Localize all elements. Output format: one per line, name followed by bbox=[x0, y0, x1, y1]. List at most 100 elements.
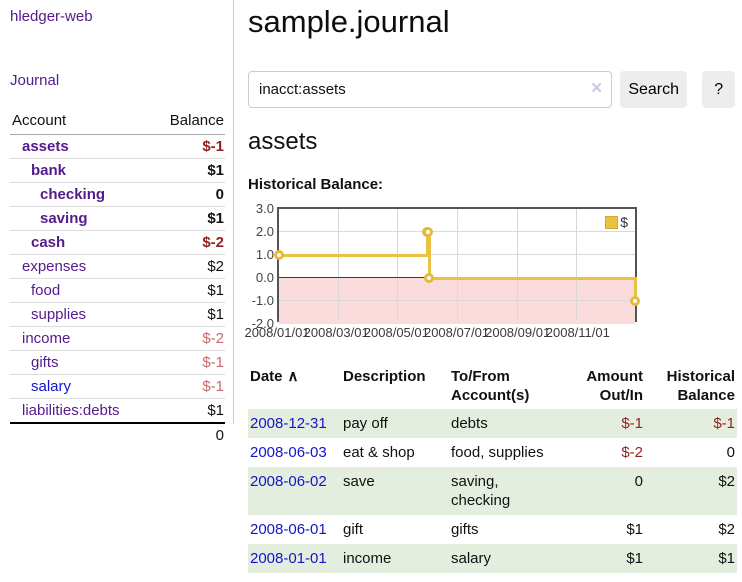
chart-line-segment bbox=[425, 230, 429, 257]
accounts-table: Account Balance assets $-1 bank $1 checking 0… bbox=[10, 108, 225, 447]
chart-data-point bbox=[274, 250, 284, 260]
account-link[interactable]: gifts bbox=[31, 354, 59, 371]
transaction-row: 2008-06-02 save saving, checking 0 $2 bbox=[248, 467, 737, 515]
chart-line-segment bbox=[633, 276, 637, 303]
transaction-balance: $2 bbox=[718, 521, 735, 538]
help-button[interactable]: ? bbox=[702, 71, 735, 108]
x-tick-label: 2008/11/01 bbox=[545, 325, 610, 340]
transaction-date-link[interactable]: 2008-01-01 bbox=[250, 550, 327, 567]
transaction-description: pay off bbox=[343, 415, 388, 432]
account-balance: $1 bbox=[151, 398, 225, 424]
account-row: gifts $-1 bbox=[10, 350, 225, 375]
account-heading: assets bbox=[248, 128, 318, 155]
accounts-total-value: 0 bbox=[151, 422, 225, 447]
account-link[interactable]: supplies bbox=[31, 306, 87, 323]
x-tick-label: 2008/03/01 bbox=[303, 325, 369, 340]
transaction-accounts: salary bbox=[451, 550, 492, 567]
transaction-balance: 0 bbox=[726, 444, 735, 461]
sidebar-divider bbox=[233, 0, 234, 424]
account-balance: $-1 bbox=[151, 350, 225, 375]
account-link[interactable]: bank bbox=[31, 162, 67, 179]
chart-line-segment bbox=[429, 276, 635, 280]
search-input-wrap: ✕ bbox=[248, 71, 612, 108]
register-header-balance: Historical Balance bbox=[666, 368, 735, 404]
account-row: liabilities:debts $1 bbox=[10, 398, 225, 424]
chart-data-point bbox=[630, 296, 640, 306]
account-link[interactable]: liabilities:debts bbox=[22, 402, 120, 419]
transaction-amount: $1 bbox=[626, 521, 643, 538]
account-link[interactable]: assets bbox=[22, 138, 69, 155]
historical-balance-chart: 3.0 2.0 1.0 0.0 -1.0 -2.0 $ 2008/01/01 2008/03… bbox=[244, 202, 735, 342]
register-header-row: Date ∧ Description To/From Account(s) Amo… bbox=[248, 364, 737, 409]
account-balance: $-2 bbox=[151, 326, 225, 351]
x-tick-label: 2008/05/01 bbox=[363, 325, 429, 340]
x-tick-label: 2008/01/01 bbox=[244, 325, 310, 340]
account-link[interactable]: income bbox=[22, 330, 71, 347]
transaction-row: 2008-12-31 pay off debts $-1 $-1 bbox=[248, 409, 737, 438]
x-gridline bbox=[397, 209, 399, 320]
transaction-date-link[interactable]: 2008-06-03 bbox=[250, 444, 327, 461]
y-tick-label: 2.0 bbox=[255, 224, 274, 239]
y-tick-label: 1.0 bbox=[255, 247, 274, 262]
search-form: ✕ Search ? bbox=[248, 71, 735, 108]
chart-data-point bbox=[424, 273, 435, 283]
account-row: income $-2 bbox=[10, 326, 225, 351]
transaction-description: save bbox=[343, 473, 375, 490]
account-link[interactable]: checking bbox=[40, 186, 106, 203]
transaction-date-link[interactable]: 2008-06-01 bbox=[250, 521, 327, 538]
register-header-description: Description bbox=[343, 368, 426, 385]
transaction-accounts: food, supplies bbox=[451, 444, 544, 461]
account-link[interactable]: cash bbox=[31, 234, 66, 251]
transaction-description: income bbox=[343, 550, 392, 567]
account-balance: $1 bbox=[151, 206, 225, 231]
app-title-link[interactable]: hledger-web bbox=[10, 8, 93, 25]
y-tick-label: -2.0 bbox=[251, 316, 274, 331]
account-link[interactable]: saving bbox=[40, 210, 88, 227]
accounts-header-account: Account bbox=[10, 108, 152, 135]
account-row: salary $-1 bbox=[10, 374, 225, 399]
x-gridline bbox=[576, 209, 578, 320]
transaction-balance: $1 bbox=[718, 550, 735, 567]
transaction-amount: 0 bbox=[634, 473, 643, 490]
transaction-date-link[interactable]: 2008-12-31 bbox=[250, 415, 327, 432]
chart-plot-area: $ bbox=[274, 207, 640, 324]
account-row: cash $-2 bbox=[10, 230, 225, 255]
sidebar-item-journal[interactable]: Journal bbox=[10, 72, 60, 89]
transaction-description: eat & shop bbox=[343, 444, 415, 461]
transaction-balance: $2 bbox=[718, 473, 735, 490]
transaction-row: 2008-06-01 gift gifts $1 $2 bbox=[248, 515, 737, 544]
chart-title: Historical Balance: bbox=[248, 176, 384, 193]
transaction-accounts: gifts bbox=[451, 521, 479, 538]
register-table: Date ∧ Description To/From Account(s) Amo… bbox=[248, 364, 737, 573]
register-header-date[interactable]: Date ∧ bbox=[250, 368, 299, 385]
main-content: sample.journal ✕ Search ? assets Histori… bbox=[244, 0, 737, 573]
account-row: expenses $2 bbox=[10, 254, 225, 279]
y-tick-label: 0.0 bbox=[255, 270, 274, 285]
accounts-header-balance: Balance bbox=[151, 108, 225, 135]
account-link[interactable]: food bbox=[31, 282, 61, 299]
account-link[interactable]: salary bbox=[31, 378, 72, 395]
sort-ascending-icon: ∧ bbox=[287, 368, 299, 385]
chart-legend: $ bbox=[603, 213, 630, 231]
chart-x-axis-labels: 2008/01/01 2008/03/01 2008/05/01 2008/07/01… bbox=[244, 325, 637, 342]
account-row: assets $-1 bbox=[10, 134, 225, 159]
search-button[interactable]: Search bbox=[620, 71, 688, 108]
clear-search-icon[interactable]: ✕ bbox=[590, 80, 603, 97]
account-balance: 0 bbox=[151, 182, 225, 207]
transaction-accounts: saving, checking bbox=[451, 473, 511, 509]
chart-line-segment bbox=[279, 253, 428, 257]
transaction-description: gift bbox=[343, 521, 364, 538]
transaction-date-link[interactable]: 2008-06-02 bbox=[250, 473, 327, 490]
register-header-accounts: To/From Account(s) bbox=[451, 368, 530, 404]
account-balance: $-1 bbox=[151, 134, 225, 159]
x-gridline bbox=[456, 209, 458, 320]
y-tick-label: -1.0 bbox=[251, 293, 274, 308]
x-gridline bbox=[337, 209, 339, 320]
account-balance: $1 bbox=[151, 302, 225, 327]
x-tick-label: 2008/07/01 bbox=[423, 325, 490, 340]
x-tick-label: 2008/09/01 bbox=[485, 325, 551, 340]
account-row: supplies $1 bbox=[10, 302, 225, 327]
search-input[interactable] bbox=[248, 71, 612, 108]
register-header-amount: Amount Out/In bbox=[586, 368, 643, 404]
account-link[interactable]: expenses bbox=[22, 258, 87, 275]
